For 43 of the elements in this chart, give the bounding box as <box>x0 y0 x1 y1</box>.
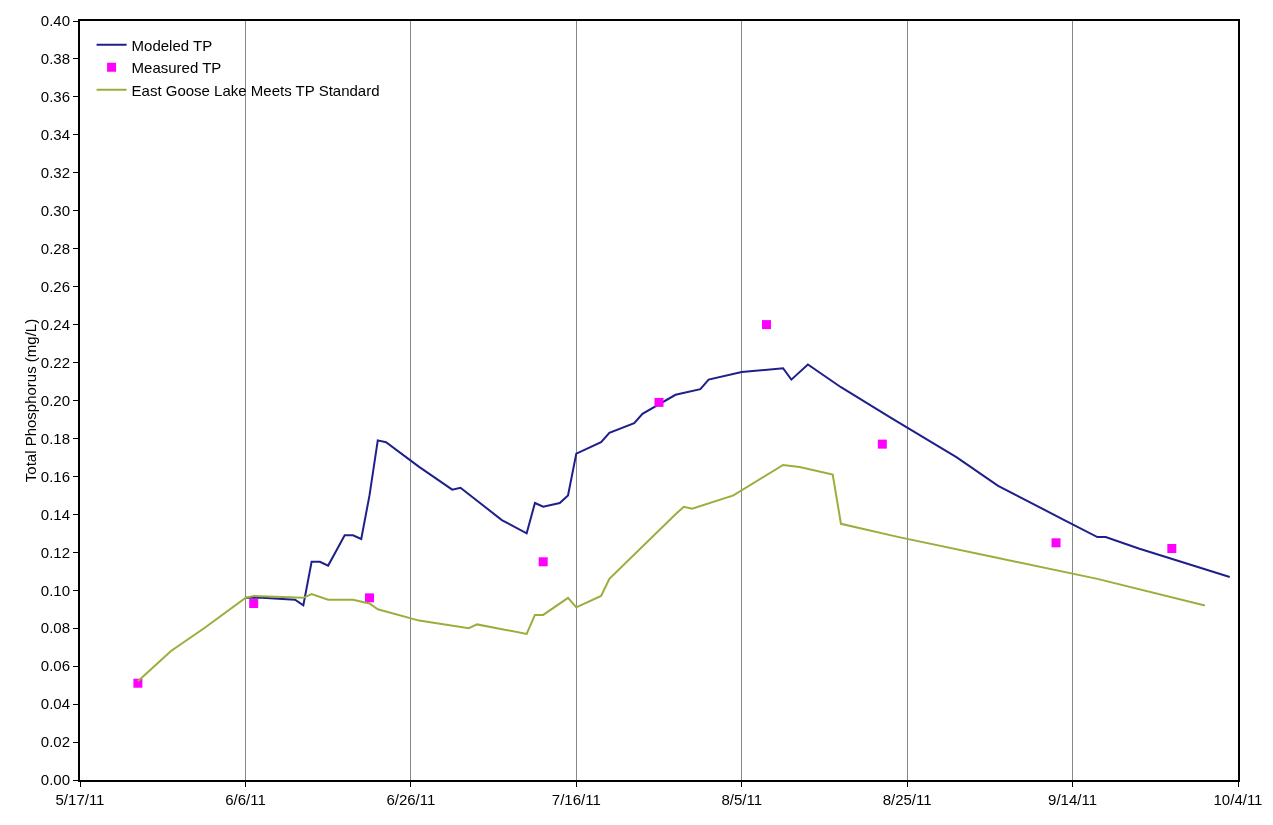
line-series <box>244 363 1231 607</box>
point <box>877 439 887 449</box>
y-tick-label: 0.02 <box>40 733 70 751</box>
point <box>249 599 259 609</box>
y-tick-label: 0.32 <box>40 164 70 182</box>
x-tick-label: 5/17/11 <box>55 791 105 808</box>
point <box>1167 544 1177 554</box>
point <box>365 593 374 603</box>
y-tick-label: 0.06 <box>40 657 70 675</box>
y-tick-label: 0.04 <box>40 695 70 713</box>
x-tick-label: 8/5/11 <box>721 791 763 808</box>
point <box>1051 538 1061 548</box>
x-tick-label: 6/26/11 <box>386 791 436 808</box>
y-tick-label: 0.10 <box>40 581 70 599</box>
y-tick-label: 0.08 <box>40 619 70 637</box>
y-tick-label: 0.28 <box>40 239 70 257</box>
legend-label: Modeled TP <box>131 36 213 54</box>
x-tick-label: 9/14/11 <box>1048 791 1098 808</box>
y-tick-label: 0.30 <box>40 202 70 219</box>
point <box>762 320 772 330</box>
y-tick-label: 0.40 <box>40 12 70 30</box>
x-tick-label: 6/6/11 <box>225 791 266 808</box>
x-tick-label: 7/16/11 <box>551 791 601 808</box>
y-tick-label: 0.20 <box>40 391 70 409</box>
point <box>654 397 664 407</box>
y-tick-label: 0.14 <box>40 505 70 523</box>
y-tick-label: 0.00 <box>40 771 70 789</box>
y-tick-label: 0.38 <box>40 50 70 68</box>
y-tick-label: 0.36 <box>40 88 70 106</box>
y-tick-label: 0.12 <box>40 543 70 561</box>
point <box>538 557 548 567</box>
y-tick-label: 0.24 <box>40 315 70 333</box>
y-axis-title: Total Phosphorus (mg/L) <box>21 318 39 483</box>
y-tick-label: 0.34 <box>40 126 70 144</box>
x-tick-label: 10/4/11 <box>1213 791 1263 808</box>
y-tick-label: 0.22 <box>40 353 70 371</box>
y-tick-label: 0.18 <box>40 429 70 447</box>
legend-label: East Goose Lake Meets TP Standard <box>131 81 380 99</box>
y-tick-label: 0.16 <box>40 467 70 485</box>
y-tick-label: 0.26 <box>40 277 70 295</box>
legend-label: Measured TP <box>131 59 222 77</box>
point <box>133 678 143 688</box>
x-tick-label: 8/25/11 <box>882 791 932 808</box>
